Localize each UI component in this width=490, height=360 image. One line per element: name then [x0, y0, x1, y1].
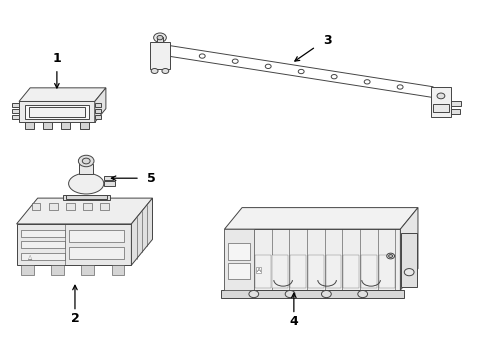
Circle shape — [157, 36, 163, 40]
Bar — [49, 203, 58, 210]
Bar — [224, 229, 254, 290]
Circle shape — [199, 54, 205, 58]
Bar — [433, 104, 449, 112]
Circle shape — [285, 291, 295, 298]
Text: 1: 1 — [52, 52, 61, 65]
Bar — [451, 109, 460, 114]
Bar — [255, 255, 270, 288]
Circle shape — [151, 68, 158, 73]
Bar — [150, 42, 170, 69]
Bar — [228, 263, 250, 279]
Bar — [401, 233, 417, 287]
Ellipse shape — [69, 173, 104, 194]
Polygon shape — [400, 208, 418, 290]
Bar — [157, 37, 163, 42]
Bar — [22, 241, 65, 248]
Polygon shape — [131, 198, 152, 265]
Bar — [220, 290, 404, 298]
Polygon shape — [17, 224, 131, 265]
Polygon shape — [17, 198, 152, 224]
Circle shape — [162, 68, 169, 73]
Text: 5: 5 — [147, 172, 155, 185]
Bar — [25, 105, 89, 119]
Circle shape — [232, 59, 238, 63]
Bar — [228, 243, 250, 260]
Bar — [361, 255, 377, 288]
Circle shape — [358, 291, 368, 298]
Polygon shape — [19, 88, 106, 102]
Polygon shape — [224, 208, 418, 229]
Circle shape — [437, 93, 445, 99]
Bar — [112, 265, 123, 275]
Bar — [379, 255, 394, 288]
Bar — [451, 101, 461, 107]
Circle shape — [331, 75, 337, 79]
Bar — [431, 87, 451, 117]
Text: △: △ — [28, 254, 32, 259]
Polygon shape — [224, 229, 400, 290]
Circle shape — [389, 255, 392, 257]
Circle shape — [265, 64, 271, 68]
Circle shape — [82, 158, 90, 164]
Bar — [43, 122, 52, 129]
Polygon shape — [95, 88, 106, 122]
Bar — [61, 122, 70, 129]
Bar — [272, 255, 288, 288]
Bar — [95, 109, 100, 113]
Bar — [66, 195, 107, 199]
Bar — [69, 247, 124, 259]
Bar — [343, 255, 359, 288]
Bar — [95, 103, 100, 107]
Circle shape — [78, 155, 94, 167]
Bar — [83, 203, 92, 210]
Bar — [290, 255, 306, 288]
Bar — [79, 164, 93, 174]
Bar — [69, 230, 124, 242]
Text: A: A — [257, 268, 261, 273]
Circle shape — [364, 80, 370, 84]
Circle shape — [387, 253, 394, 259]
Circle shape — [397, 85, 403, 89]
Bar — [104, 176, 113, 180]
Circle shape — [154, 33, 166, 42]
Bar — [12, 103, 19, 107]
Polygon shape — [19, 102, 95, 122]
Bar — [22, 230, 65, 237]
Circle shape — [298, 69, 304, 74]
Bar — [63, 195, 110, 201]
Bar — [66, 203, 74, 210]
Bar — [81, 265, 94, 275]
Bar — [51, 265, 64, 275]
Bar — [100, 203, 109, 210]
Bar — [308, 255, 324, 288]
Bar — [12, 109, 19, 113]
Bar — [32, 203, 41, 210]
Bar — [29, 107, 85, 117]
Bar — [104, 181, 115, 186]
Bar — [80, 122, 89, 129]
Text: 2: 2 — [71, 312, 79, 325]
Bar — [326, 255, 342, 288]
Bar — [22, 265, 34, 275]
Bar — [95, 116, 100, 120]
Bar — [12, 116, 19, 120]
Text: 4: 4 — [290, 315, 298, 328]
Circle shape — [404, 269, 414, 276]
Text: 3: 3 — [323, 33, 331, 47]
Circle shape — [321, 291, 331, 298]
Bar — [25, 122, 34, 129]
Bar — [22, 253, 65, 260]
Circle shape — [249, 291, 259, 298]
